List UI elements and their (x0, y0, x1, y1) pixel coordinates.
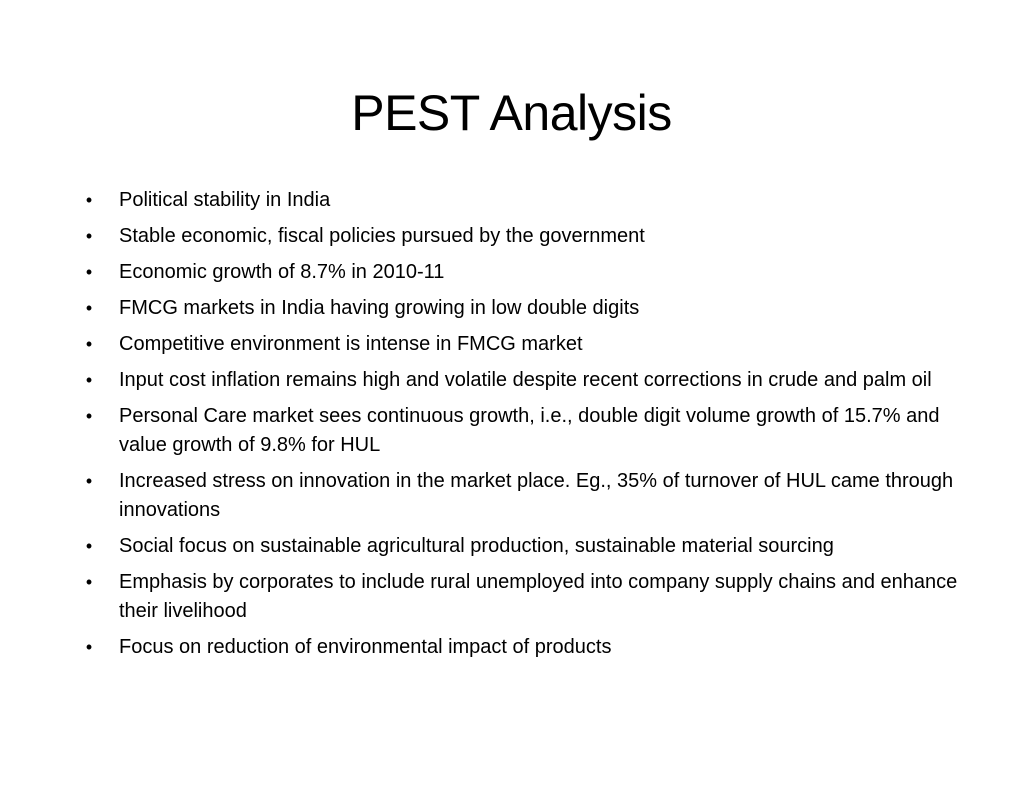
bullet-dot-icon: • (85, 298, 93, 318)
bullet-item: • Increased stress on innovation in the … (82, 467, 962, 525)
bullet-item: • Input cost inflation remains high and … (82, 366, 962, 395)
bullet-dot-icon: • (85, 190, 93, 210)
bullet-text: Input cost inflation remains high and vo… (119, 369, 932, 391)
bullet-dot-icon: • (85, 406, 93, 426)
bullet-text: Stable economic, fiscal policies pursued… (119, 225, 645, 247)
bullet-text: Personal Care market sees continuous gro… (119, 405, 940, 456)
bullet-item: • Economic growth of 8.7% in 2010-11 (82, 258, 962, 287)
bullet-dot-icon: • (85, 334, 93, 354)
bullet-item: • Social focus on sustainable agricultur… (82, 532, 962, 561)
bullet-dot-icon: • (85, 572, 93, 592)
bullet-item: • Political stability in India (82, 186, 962, 215)
slide-title: PEST Analysis (351, 85, 672, 141)
bullet-item: • FMCG markets in India having growing i… (82, 294, 962, 323)
bullet-text: Competitive environment is intense in FM… (119, 333, 583, 355)
bullet-text: Social focus on sustainable agricultural… (119, 535, 834, 557)
bullet-item: • Focus on reduction of environmental im… (82, 633, 962, 662)
bullet-text: Economic growth of 8.7% in 2010-11 (119, 261, 445, 283)
bullet-dot-icon: • (85, 226, 93, 246)
bullet-dot-icon: • (85, 471, 93, 491)
bullet-dot-icon: • (85, 262, 93, 282)
bullet-item: • Personal Care market sees continuous g… (82, 402, 962, 460)
bullet-dot-icon: • (85, 637, 93, 657)
bullet-item: • Competitive environment is intense in … (82, 330, 962, 359)
bullet-text: Focus on reduction of environmental impa… (119, 636, 612, 658)
bullet-item: • Stable economic, fiscal policies pursu… (82, 222, 962, 251)
bullet-text: FMCG markets in India having growing in … (119, 297, 640, 319)
bullet-text: Political stability in India (119, 189, 331, 211)
bullet-dot-icon: • (85, 536, 93, 556)
bullet-item: • Emphasis by corporates to include rura… (82, 568, 962, 626)
bullet-text: Emphasis by corporates to include rural … (119, 571, 958, 622)
bullet-dot-icon: • (85, 370, 93, 390)
bullet-text: Increased stress on innovation in the ma… (119, 470, 954, 521)
bullet-list: • Political stability in India • Stable … (82, 186, 962, 669)
